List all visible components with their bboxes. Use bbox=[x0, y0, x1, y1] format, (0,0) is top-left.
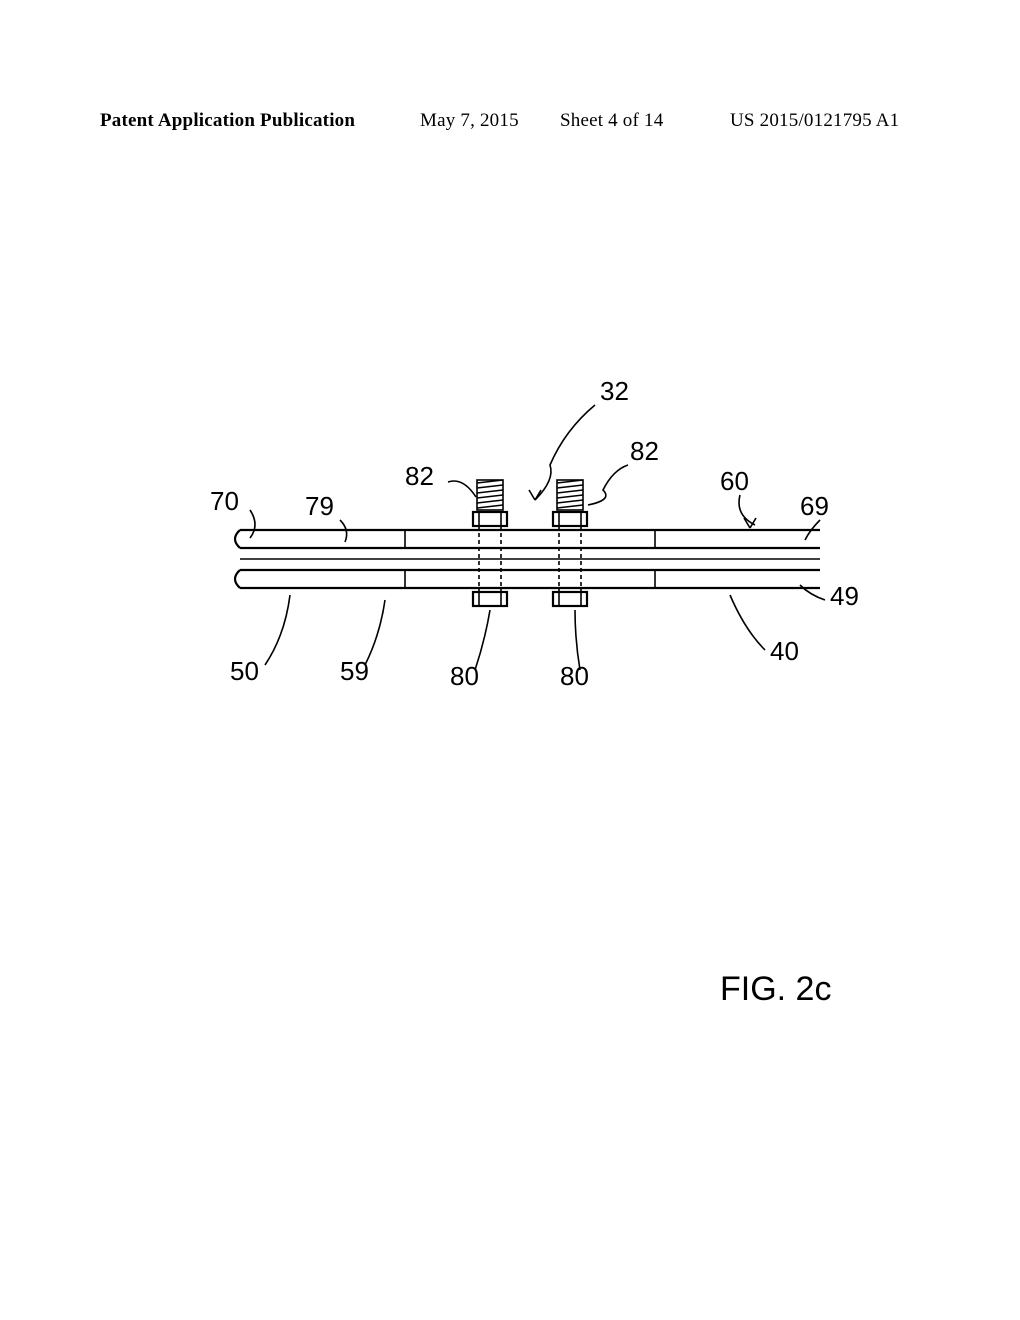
reference-label-69: 69 bbox=[800, 491, 829, 521]
publication-date: May 7, 2015 bbox=[420, 110, 519, 132]
reference-label-40: 40 bbox=[770, 636, 799, 666]
patent-figure: 32828270796069494050598080 bbox=[180, 360, 880, 785]
publication-type: Patent Application Publication bbox=[100, 110, 355, 132]
reference-label-50: 50 bbox=[230, 656, 259, 686]
reference-label-49: 49 bbox=[830, 581, 859, 611]
reference-label-80: 80 bbox=[450, 661, 479, 691]
reference-label-80: 80 bbox=[560, 661, 589, 691]
reference-label-82: 82 bbox=[405, 461, 434, 491]
reference-label-70: 70 bbox=[210, 486, 239, 516]
reference-label-82: 82 bbox=[630, 436, 659, 466]
reference-label-79: 79 bbox=[305, 491, 334, 521]
figure-label: FIG. 2c bbox=[720, 970, 831, 1009]
reference-label-59: 59 bbox=[340, 656, 369, 686]
reference-label-60: 60 bbox=[720, 466, 749, 496]
reference-label-32: 32 bbox=[600, 376, 629, 406]
page-header: Patent Application Publication May 7, 20… bbox=[0, 110, 1020, 140]
figure-svg: 32828270796069494050598080 bbox=[180, 360, 880, 780]
sheet-number: Sheet 4 of 14 bbox=[560, 110, 663, 132]
publication-number: US 2015/0121795 A1 bbox=[730, 110, 899, 132]
